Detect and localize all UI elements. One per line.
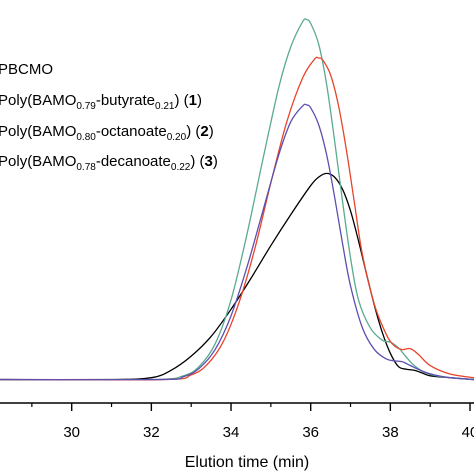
series-line-2 — [0, 56, 474, 381]
legend-entry: Poly(BAMO0.78-decanoate0.22) (3) — [0, 153, 218, 173]
x-axis-title: Elution time (min) — [185, 454, 309, 471]
x-tick-label: 40 — [462, 424, 474, 441]
series-line-1 — [0, 18, 474, 381]
x-tick-label: 38 — [382, 424, 399, 441]
legend-entry: PBCMO — [0, 61, 53, 78]
series-line-pbcmo — [0, 172, 474, 381]
series-layer — [0, 18, 474, 381]
legend: PBCMO Poly(BAMO0.79-butyrate0.21) (1) Poly… — [0, 61, 218, 173]
x-axis-ticks: 30 32 34 36 38 40 — [31, 403, 474, 441]
series-line-3 — [0, 103, 474, 381]
legend-entry: Poly(BAMO0.80-octanoate0.20) (2) — [0, 123, 214, 143]
legend-entry: Poly(BAMO0.79-butyrate0.21) (1) — [0, 92, 202, 112]
x-tick-label: 36 — [302, 424, 319, 441]
x-tick-label: 32 — [143, 424, 160, 441]
x-tick-label: 34 — [223, 424, 240, 441]
x-tick-label: 30 — [63, 424, 80, 441]
